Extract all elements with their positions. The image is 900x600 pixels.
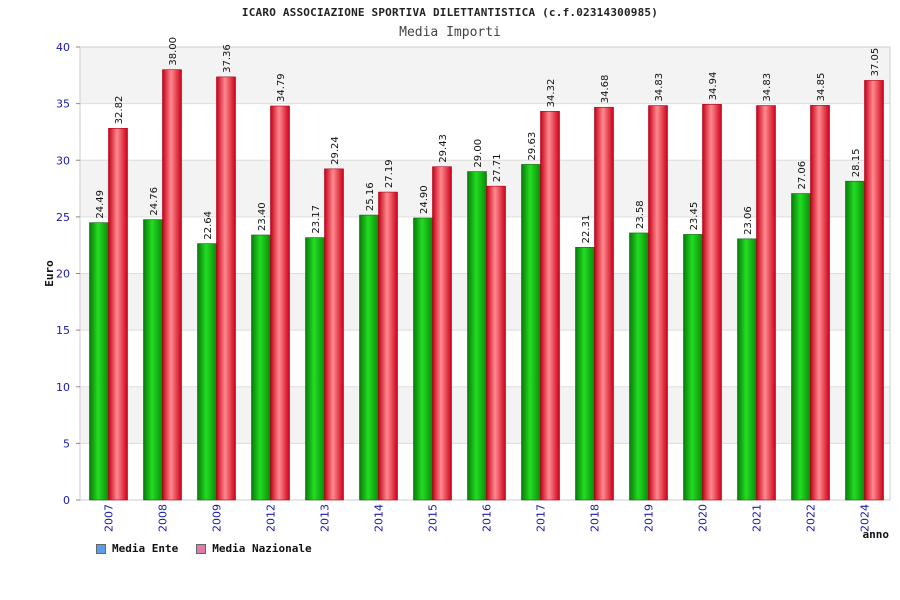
data-label-media-ente-2018: 22.31: [581, 215, 592, 244]
bar-media-ente-2020: [683, 234, 703, 501]
y-tick-label: 35: [56, 98, 70, 111]
x-tick-label: 2019: [643, 504, 656, 532]
data-label-media-ente-2012: 23.40: [257, 202, 268, 231]
x-tick-label: 2012: [265, 504, 278, 532]
data-label-media-nazionale-2021: 34.83: [762, 73, 773, 102]
data-label-media-ente-2017: 29.63: [527, 132, 538, 161]
grid-band: [80, 47, 890, 104]
x-tick-label: 2013: [319, 504, 332, 532]
y-axis-label: Euro: [43, 260, 56, 287]
data-label-media-nazionale-2020: 34.94: [708, 72, 719, 101]
bar-media-ente-2017: [521, 164, 541, 501]
bar-media-ente-2013: [305, 237, 325, 501]
y-tick-label: 5: [63, 437, 70, 450]
bar-media-nazionale-2013: [324, 168, 344, 501]
bar-media-ente-2014: [359, 214, 379, 501]
bar-media-ente-2024: [845, 180, 865, 501]
grid-band: [80, 103, 890, 161]
data-label-media-nazionale-2013: 29.24: [330, 136, 341, 165]
y-tick-label: 30: [56, 154, 70, 167]
data-label-media-ente-2014: 25.16: [365, 182, 376, 211]
bar-media-nazionale-2018: [594, 106, 614, 501]
data-label-media-ente-2015: 24.90: [419, 185, 430, 214]
bar-media-ente-2016: [467, 171, 487, 501]
x-tick-label: 2021: [751, 504, 764, 532]
data-label-media-nazionale-2009: 37.36: [222, 44, 233, 73]
y-tick-label: 0: [63, 494, 70, 507]
bar-media-nazionale-2016: [486, 185, 506, 501]
bar-media-nazionale-2019: [648, 105, 668, 501]
bar-media-ente-2018: [575, 247, 595, 501]
chart-title: ICARO ASSOCIAZIONE SPORTIVA DILETTANTIST…: [241, 6, 659, 19]
bar-media-nazionale-2024: [864, 80, 884, 501]
legend-item-media-ente: Media Ente: [96, 542, 178, 555]
bar-media-nazionale-2021: [756, 105, 776, 501]
y-tick-label: 40: [56, 41, 70, 54]
x-tick-label: 2008: [157, 504, 170, 532]
bar-media-nazionale-2007: [108, 128, 128, 501]
bar-media-nazionale-2015: [432, 166, 452, 501]
x-tick-label: 2007: [103, 504, 116, 532]
bar-media-nazionale-2014: [378, 191, 398, 501]
bar-media-ente-2021: [737, 238, 757, 501]
data-label-media-nazionale-2022: 34.85: [816, 73, 827, 102]
x-tick-label: 2016: [481, 504, 494, 532]
data-label-media-ente-2016: 29.00: [473, 139, 484, 168]
y-tick-label: 15: [56, 324, 70, 337]
bar-media-ente-2008: [143, 219, 163, 501]
data-label-media-nazionale-2017: 34.32: [546, 79, 557, 108]
data-label-media-nazionale-2016: 27.71: [492, 154, 503, 183]
bar-media-ente-2012: [251, 234, 271, 501]
bar-media-ente-2007: [89, 222, 109, 501]
y-tick-label: 10: [56, 381, 70, 394]
bar-media-ente-2009: [197, 243, 217, 501]
chart-legend: Media Ente Media Nazionale: [96, 542, 312, 555]
data-label-media-ente-2008: 24.76: [149, 187, 160, 216]
y-tick-label: 20: [56, 268, 70, 281]
data-label-media-ente-2020: 23.45: [689, 202, 700, 231]
bar-media-nazionale-2008: [162, 69, 182, 501]
bar-media-nazionale-2017: [540, 111, 560, 501]
bar-media-ente-2022: [791, 193, 811, 501]
data-label-media-nazionale-2018: 34.68: [600, 75, 611, 104]
data-label-media-nazionale-2008: 38.00: [168, 37, 179, 66]
bar-media-nazionale-2020: [702, 104, 722, 501]
x-axis-label: anno: [863, 528, 890, 541]
y-tick-label: 25: [56, 211, 70, 224]
legend-label-media-ente: Media Ente: [112, 542, 179, 555]
data-label-media-nazionale-2012: 34.79: [276, 73, 287, 102]
data-label-media-nazionale-2019: 34.83: [654, 73, 665, 102]
bar-media-nazionale-2009: [216, 76, 236, 501]
data-label-media-ente-2009: 22.64: [203, 211, 214, 240]
x-tick-label: 2014: [373, 504, 386, 532]
data-label-media-nazionale-2007: 32.82: [114, 96, 125, 125]
x-tick-label: 2009: [211, 504, 224, 532]
bar-media-nazionale-2012: [270, 105, 290, 501]
chart-subtitle: Media Importi: [399, 25, 501, 40]
data-label-media-nazionale-2024: 37.05: [870, 48, 881, 77]
data-label-media-ente-2019: 23.58: [635, 200, 646, 229]
data-label-media-ente-2007: 24.49: [95, 190, 106, 219]
x-tick-label: 2022: [805, 504, 818, 532]
x-tick-label: 2018: [589, 504, 602, 532]
data-label-media-nazionale-2015: 29.43: [438, 134, 449, 163]
data-label-media-ente-2013: 23.17: [311, 205, 322, 234]
legend-swatch-media-ente: [96, 543, 106, 554]
bar-media-ente-2015: [413, 217, 433, 501]
x-tick-label: 2020: [697, 504, 710, 532]
legend-item-media-nazionale: Media Nazionale: [196, 542, 312, 555]
data-label-media-ente-2021: 23.06: [743, 206, 754, 235]
data-label-media-nazionale-2014: 27.19: [384, 159, 395, 188]
x-tick-label: 2017: [535, 504, 548, 532]
bar-media-nazionale-2022: [810, 105, 830, 501]
data-label-media-ente-2024: 28.15: [851, 149, 862, 178]
bar-media-ente-2019: [629, 232, 649, 501]
x-tick-label: 2024: [859, 504, 872, 532]
x-tick-label: 2015: [427, 504, 440, 532]
legend-label-media-nazionale: Media Nazionale: [212, 542, 312, 555]
legend-swatch-media-nazionale: [196, 543, 207, 554]
data-label-media-ente-2022: 27.06: [797, 161, 808, 190]
